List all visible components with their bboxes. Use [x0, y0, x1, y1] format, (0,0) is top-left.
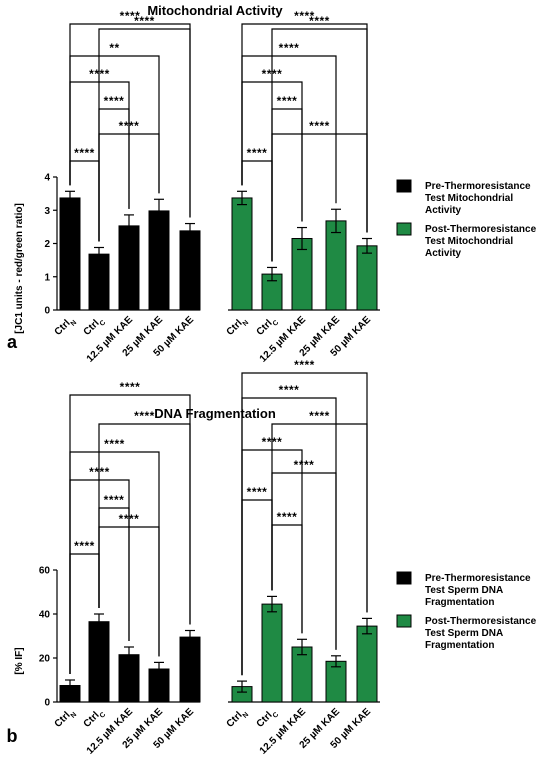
bar [231, 197, 253, 311]
significance-label: **** [247, 146, 268, 160]
legend-label: Test Sperm DNA [425, 628, 503, 639]
legend-label: Activity [425, 248, 462, 259]
significance-label: **** [247, 485, 268, 499]
legend-swatch [396, 614, 412, 628]
legend-label: Post-Thermoresistance [425, 616, 537, 627]
legend-label: Pre-Thermoresistance [425, 573, 531, 584]
significance-label: **** [104, 493, 125, 507]
significance-bracket [271, 133, 368, 262]
legend-swatch [396, 571, 412, 585]
bar [325, 220, 347, 311]
legend-swatch [396, 222, 412, 236]
significance-bracket [69, 394, 191, 674]
significance-label: **** [74, 539, 95, 553]
bar [179, 230, 201, 311]
significance-bracket [241, 397, 337, 676]
bar [148, 210, 170, 311]
x-tick-label: CtrlC [82, 706, 107, 731]
significance-bracket [98, 28, 191, 242]
significance-bracket [69, 23, 191, 218]
significance-bracket [241, 372, 368, 676]
chart-title: DNA Fragmentation [154, 406, 276, 421]
significance-label: **** [277, 94, 298, 108]
significance-label: **** [309, 119, 330, 133]
significance-label: **** [120, 380, 141, 394]
y-axis-label: [% IF] [14, 647, 25, 674]
x-tick-label: CtrlC [255, 314, 280, 339]
y-tick-label: 0 [44, 306, 50, 317]
bar [261, 603, 283, 703]
legend-label: Fragmentation [425, 597, 494, 608]
significance-label: **** [294, 358, 315, 372]
significance-label: **** [294, 9, 315, 23]
significance-label: **** [120, 9, 141, 23]
legend-label: Post-Thermoresistance [425, 224, 537, 235]
significance-bracket [98, 507, 130, 641]
significance-label: **** [309, 409, 330, 423]
significance-label: **** [294, 458, 315, 472]
panel-letter: a [7, 332, 18, 352]
bar [325, 660, 347, 703]
y-tick-label: 1 [44, 272, 50, 283]
significance-label: ** [109, 41, 119, 55]
legend-label: Activity [425, 205, 462, 216]
significance-bracket [98, 423, 191, 625]
x-tick-label: CtrlN [225, 314, 250, 339]
significance-label: **** [279, 383, 300, 397]
y-tick-label: 4 [44, 173, 50, 184]
significance-label: **** [134, 409, 155, 423]
significance-label: **** [74, 146, 95, 160]
chart-title: Mitochondrial Activity [147, 3, 283, 18]
legend-label: Pre-Thermoresistance [425, 181, 531, 192]
legend-swatch [396, 179, 412, 193]
significance-label: **** [279, 41, 300, 55]
bar [118, 225, 140, 311]
bar [356, 625, 378, 703]
significance-bracket [241, 23, 368, 233]
y-tick-label: 3 [44, 206, 50, 217]
y-axis-label: [JC1 units - red/green ratio] [14, 203, 25, 334]
legend-label: Test Sperm DNA [425, 585, 503, 596]
legend-label: Test Mitochondrial [425, 193, 513, 204]
x-tick-label: CtrlC [82, 314, 107, 339]
significance-bracket [271, 28, 368, 262]
y-tick-label: 20 [39, 654, 51, 665]
x-tick-label: CtrlN [225, 706, 250, 731]
legend-label: Fragmentation [425, 640, 494, 651]
bar [88, 253, 110, 311]
bar [356, 245, 378, 311]
bar [88, 621, 110, 703]
bar [179, 636, 201, 703]
significance-label: **** [104, 437, 125, 451]
y-tick-label: 2 [44, 239, 50, 250]
significance-bracket [69, 55, 160, 194]
y-tick-label: 60 [39, 566, 51, 577]
legend-label: Test Mitochondrial [425, 236, 513, 247]
significance-bracket [69, 451, 160, 674]
significance-label: **** [104, 94, 125, 108]
panel-letter: b [7, 726, 18, 746]
x-tick-label: CtrlN [53, 314, 78, 339]
x-tick-label: CtrlC [255, 706, 280, 731]
x-tick-label: CtrlN [53, 706, 78, 731]
y-tick-label: 40 [39, 610, 51, 621]
significance-label: **** [277, 510, 298, 524]
bar [59, 197, 81, 311]
y-tick-label: 0 [44, 698, 50, 709]
